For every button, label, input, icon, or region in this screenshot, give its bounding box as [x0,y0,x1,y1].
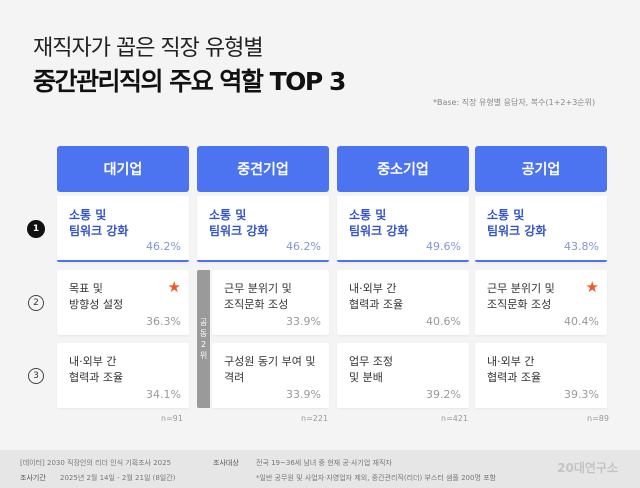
star-icon: ★ [585,278,599,296]
item-line2: 협력과 조율 [349,298,404,311]
base-note: *Base: 직장 유형별 응답자, 복수(1+2+3순위) [433,98,596,107]
item-percent: 49.6% [426,240,461,253]
rank-3-marker: 3 [28,368,44,384]
item-line1: 근무 분위기 및 [487,282,555,295]
item-line2: 팀워크 강화 [349,224,409,238]
item-line1: 소통 및 [349,208,387,222]
footer-target-label: 조사대상 [213,459,239,467]
item-line1: 업무 조정 [349,355,393,368]
column-header: 중소기업 [337,146,469,192]
rank-1-marker: 1 [27,220,45,238]
co-rank-char: 위 [199,351,208,360]
footer-period: 2025년 2월 14일 - 2월 21일 (8일간) [60,474,176,482]
footer-target: 전국 19~36세 남녀 중 현재 공·사기업 재직자 [256,459,392,467]
rank-2-marker: 2 [28,295,44,311]
item-percent: 46.2% [286,240,321,253]
co-rank-2-label: 공 동 2 위 [197,270,210,408]
item-percent: 46.2% [146,240,181,253]
item-percent: 39.3% [564,388,599,401]
item-line2: 및 분배 [349,371,383,384]
item-line1: 근무 분위기 및 [224,282,292,295]
footer: [데이터] 2030 직장인의 리더 인식 기획조사 2025 조사기간 202… [0,450,640,488]
item-percent: 40.6% [426,315,461,328]
star-icon: ★ [167,278,181,296]
co-rank-char: 2 [200,340,207,349]
item-line2: 팀워크 강화 [69,224,129,238]
title-line2: 중간관리직의 주요 역할 TOP 3 [33,67,346,96]
footer-note: *일반 공무원 및 사업자·자영업자 제외, 중간관리직(리더) 부스터 샘플 … [256,474,496,482]
logo: 20대연구소 [557,461,618,475]
item-line1: 소통 및 [487,208,525,222]
item-percent: 34.1% [146,388,181,401]
item-percent: 33.9% [286,315,321,328]
item-line2: 조직문화 조성 [487,298,552,311]
column-header: 대기업 [57,146,189,192]
item-percent: 33.9% [286,388,321,401]
co-rank-char: 동 [199,329,208,338]
sample-size: n=421 [441,414,469,423]
item-line2: 팀워크 강화 [487,224,547,238]
column-header: 공기업 [475,146,607,192]
item-percent: 43.8% [564,240,599,253]
item-line2: 협력과 조율 [487,371,542,384]
item-line1: 소통 및 [69,208,107,222]
item-percent: 36.3% [146,315,181,328]
title-line1: 재직자가 꼽은 직장 유형별 [33,36,264,61]
footer-period-label: 조사기간 [20,474,46,482]
item-line1: 내·외부 간 [349,282,397,295]
item-line1: 구성원 동기 부여 및 [224,355,316,368]
item-line2: 방향성 설정 [69,298,124,311]
item-line1: 내·외부 간 [69,355,117,368]
footer-source: [데이터] 2030 직장인의 리더 인식 기획조사 2025 [20,459,172,467]
item-percent: 40.4% [564,315,599,328]
column-header: 중견기업 [197,146,329,192]
co-rank-char: 공 [199,318,208,327]
item-line2: 조직문화 조성 [224,298,289,311]
item-line1: 목표 및 [69,282,103,295]
sample-size: n=221 [301,414,329,423]
sample-size: n=89 [587,414,609,423]
item-line2: 격려 [224,371,245,384]
sample-size: n=91 [161,414,183,423]
item-line2: 팀워크 강화 [209,224,269,238]
item-line1: 소통 및 [209,208,247,222]
item-percent: 39.2% [426,388,461,401]
item-line1: 내·외부 간 [487,355,535,368]
item-line2: 협력과 조율 [69,371,124,384]
